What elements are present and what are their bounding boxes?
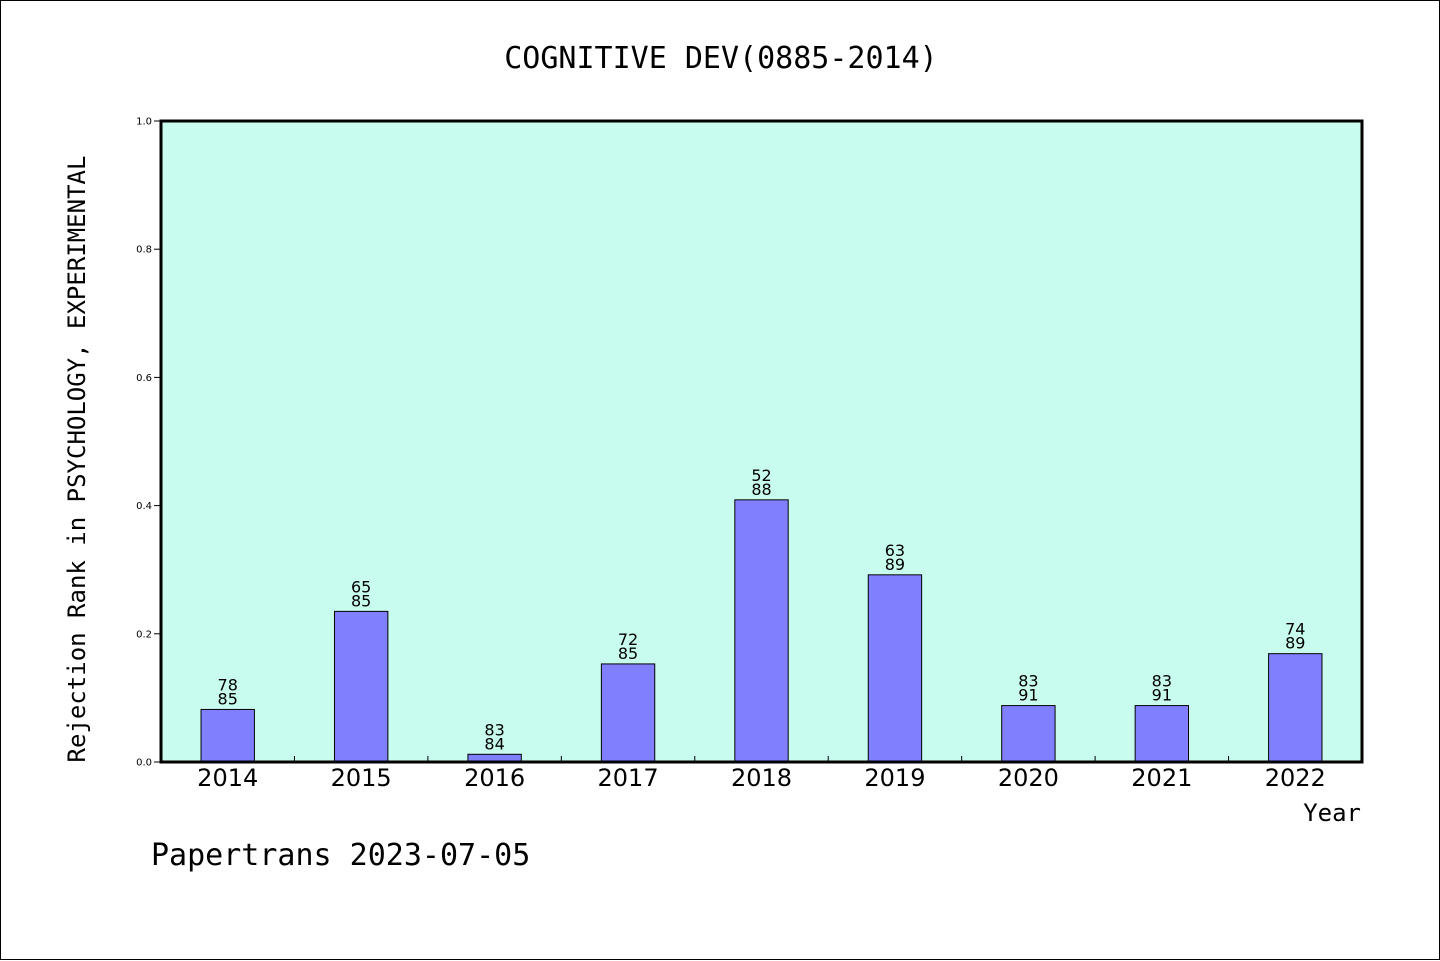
y-tick-label: 0.4	[136, 501, 152, 512]
data-label-bottom: 88	[751, 480, 771, 499]
x-tick-label: 2014	[197, 764, 258, 792]
bar	[734, 499, 789, 763]
x-tick-label: 2022	[1265, 764, 1326, 792]
data-label-top: 78	[218, 675, 238, 694]
x-tick-label: 2018	[731, 764, 792, 792]
plot-border	[159, 119, 1364, 764]
footer-text: Papertrans 2023-07-05	[151, 838, 530, 873]
x-axis-ticks: 2014 2015 2016 2017 2018 2019 2020 2021 2022	[197, 756, 1326, 792]
data-label-bottom: 85	[618, 644, 638, 663]
y-tick-label: 1.0	[136, 117, 152, 128]
bar	[1268, 653, 1323, 763]
x-tick-label: 2016	[464, 764, 525, 792]
bar	[1001, 705, 1056, 763]
data-label-bottom: 91	[1152, 686, 1172, 705]
x-tick-label: 2015	[331, 764, 392, 792]
x-tick-label: 2017	[598, 764, 659, 792]
bar	[600, 663, 656, 763]
data-label-top: 74	[1285, 620, 1305, 639]
data-label-top: 63	[885, 541, 905, 560]
data-label-top: 83	[484, 720, 504, 739]
x-tick-label: 2020	[998, 764, 1059, 792]
y-tick-label: 0.2	[136, 629, 152, 640]
bar	[200, 708, 255, 763]
x-tick-label: 2021	[1131, 764, 1192, 792]
data-label-bottom: 91	[1018, 686, 1038, 705]
data-label-top: 52	[751, 466, 771, 485]
data-label-bottom: 84	[484, 734, 504, 753]
y-axis-label: Rejection Rank in PSYCHOLOGY, EXPERIMENT…	[63, 156, 91, 763]
bar	[1134, 705, 1190, 763]
data-label-bottom: 89	[1285, 634, 1305, 653]
data-label-top: 65	[351, 577, 371, 596]
data-label-top: 83	[1018, 672, 1038, 691]
y-axis-ticks: 0.0 0.2 0.4 0.6 0.8 1.0	[136, 117, 161, 769]
data-label-top: 72	[618, 630, 638, 649]
data-label-bottom: 89	[885, 555, 905, 574]
x-axis-label: Year	[1303, 799, 1361, 827]
y-tick-label: 0.6	[136, 373, 152, 384]
data-label-bottom: 85	[218, 689, 238, 708]
bar-series	[200, 499, 1323, 763]
bar	[867, 574, 923, 763]
data-label-bottom: 85	[351, 591, 371, 610]
bar	[333, 610, 389, 763]
x-tick-label: 2019	[864, 764, 925, 792]
data-label-top: 83	[1152, 672, 1172, 691]
y-tick-label: 0.8	[136, 245, 152, 256]
y-tick-label: 0.0	[136, 758, 152, 769]
chart-title: COGNITIVE DEV(0885-2014)	[504, 41, 937, 76]
